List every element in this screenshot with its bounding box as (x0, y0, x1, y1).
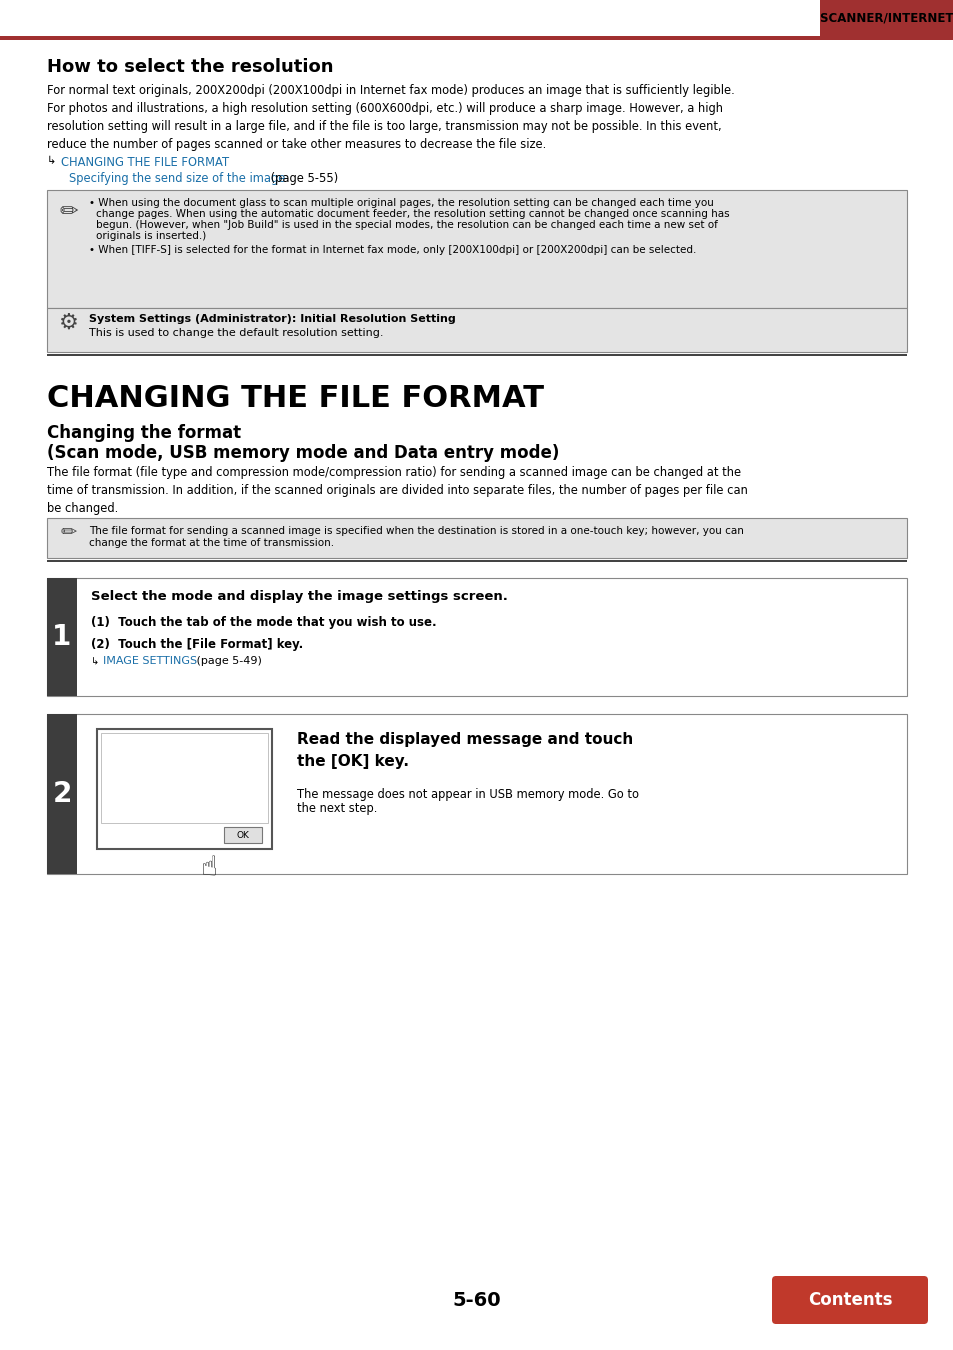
Text: ✏: ✏ (60, 202, 78, 221)
Text: change pages. When using the automatic document feeder, the resolution setting c: change pages. When using the automatic d… (96, 209, 729, 219)
Bar (97, 729, 272, 849)
Text: The file format for sending a scanned image is specified when the destination is: The file format for sending a scanned im… (89, 526, 743, 536)
Bar (47, 308, 906, 352)
Text: (page 5-49): (page 5-49) (193, 656, 262, 666)
Text: • When using the document glass to scan multiple original pages, the resolution : • When using the document glass to scan … (89, 198, 713, 208)
Bar (47, 578, 77, 697)
Text: Select the mode and display the image settings screen.: Select the mode and display the image se… (91, 590, 507, 603)
Bar (47, 578, 906, 697)
Text: The file format (file type and compression mode/compression ratio) for sending a: The file format (file type and compressi… (47, 466, 747, 514)
Text: ⚙: ⚙ (59, 313, 79, 333)
Text: begun. (However, when "Job Build" is used in the special modes, the resolution c: begun. (However, when "Job Build" is use… (96, 220, 717, 230)
Text: (1)  Touch the tab of the mode that you wish to use.: (1) Touch the tab of the mode that you w… (91, 616, 436, 629)
Text: IMAGE SETTINGS: IMAGE SETTINGS (103, 656, 197, 666)
Text: (page 5-55): (page 5-55) (267, 171, 338, 185)
Text: • When [TIFF-S] is selected for the format in Internet fax mode, only [200X100dp: • When [TIFF-S] is selected for the form… (89, 244, 696, 255)
Text: Changing the format: Changing the format (47, 424, 241, 441)
Text: CHANGING THE FILE FORMAT: CHANGING THE FILE FORMAT (47, 383, 543, 413)
Text: The message does not appear in USB memory mode. Go to: The message does not appear in USB memor… (296, 788, 639, 801)
Bar (47, 714, 906, 873)
Text: Select a file format to apply it to
all scan destinations.: Select a file format to apply it to all … (105, 738, 253, 760)
Bar (224, 828, 262, 842)
Bar (47, 560, 906, 562)
Text: Specifying the send size of the image: Specifying the send size of the image (69, 171, 285, 185)
Text: ↳: ↳ (47, 157, 56, 166)
Bar (47, 714, 77, 873)
FancyBboxPatch shape (771, 1276, 927, 1324)
Text: ↳: ↳ (91, 656, 99, 666)
Text: the next step.: the next step. (296, 802, 377, 815)
Bar (47, 518, 906, 558)
Bar (0, 36, 953, 40)
Bar (47, 354, 906, 356)
Text: System Settings (Administrator): Initial Resolution Setting: System Settings (Administrator): Initial… (89, 315, 456, 324)
Text: the [OK] key.: the [OK] key. (296, 755, 409, 770)
Text: 2: 2 (52, 780, 71, 809)
Text: OK: OK (236, 830, 249, 840)
Bar (47, 190, 906, 308)
Text: (2)  Touch the [File Format] key.: (2) Touch the [File Format] key. (91, 639, 303, 651)
Text: ☜: ☜ (191, 855, 218, 879)
Text: How to select the resolution: How to select the resolution (47, 58, 334, 76)
Bar (0, 0, 820, 36)
Text: (Scan mode, USB memory mode and Data entry mode): (Scan mode, USB memory mode and Data ent… (47, 444, 558, 462)
Text: change the format at the time of transmission.: change the format at the time of transmi… (89, 539, 334, 548)
Bar (0, 0, 953, 36)
Bar (101, 733, 268, 824)
Text: 5-60: 5-60 (453, 1291, 500, 1310)
Text: For normal text originals, 200X200dpi (200X100dpi in Internet fax mode) produces: For normal text originals, 200X200dpi (2… (47, 84, 734, 151)
Text: Read the displayed message and touch: Read the displayed message and touch (296, 732, 633, 747)
Text: This is used to change the default resolution setting.: This is used to change the default resol… (89, 328, 383, 338)
Text: SCANNER/INTERNET FAX: SCANNER/INTERNET FAX (820, 12, 953, 24)
Text: originals is inserted.): originals is inserted.) (96, 231, 206, 242)
Text: Contents: Contents (807, 1291, 891, 1310)
Text: 1: 1 (52, 622, 71, 651)
Text: ✏: ✏ (61, 522, 77, 541)
Text: CHANGING THE FILE FORMAT: CHANGING THE FILE FORMAT (61, 157, 229, 169)
